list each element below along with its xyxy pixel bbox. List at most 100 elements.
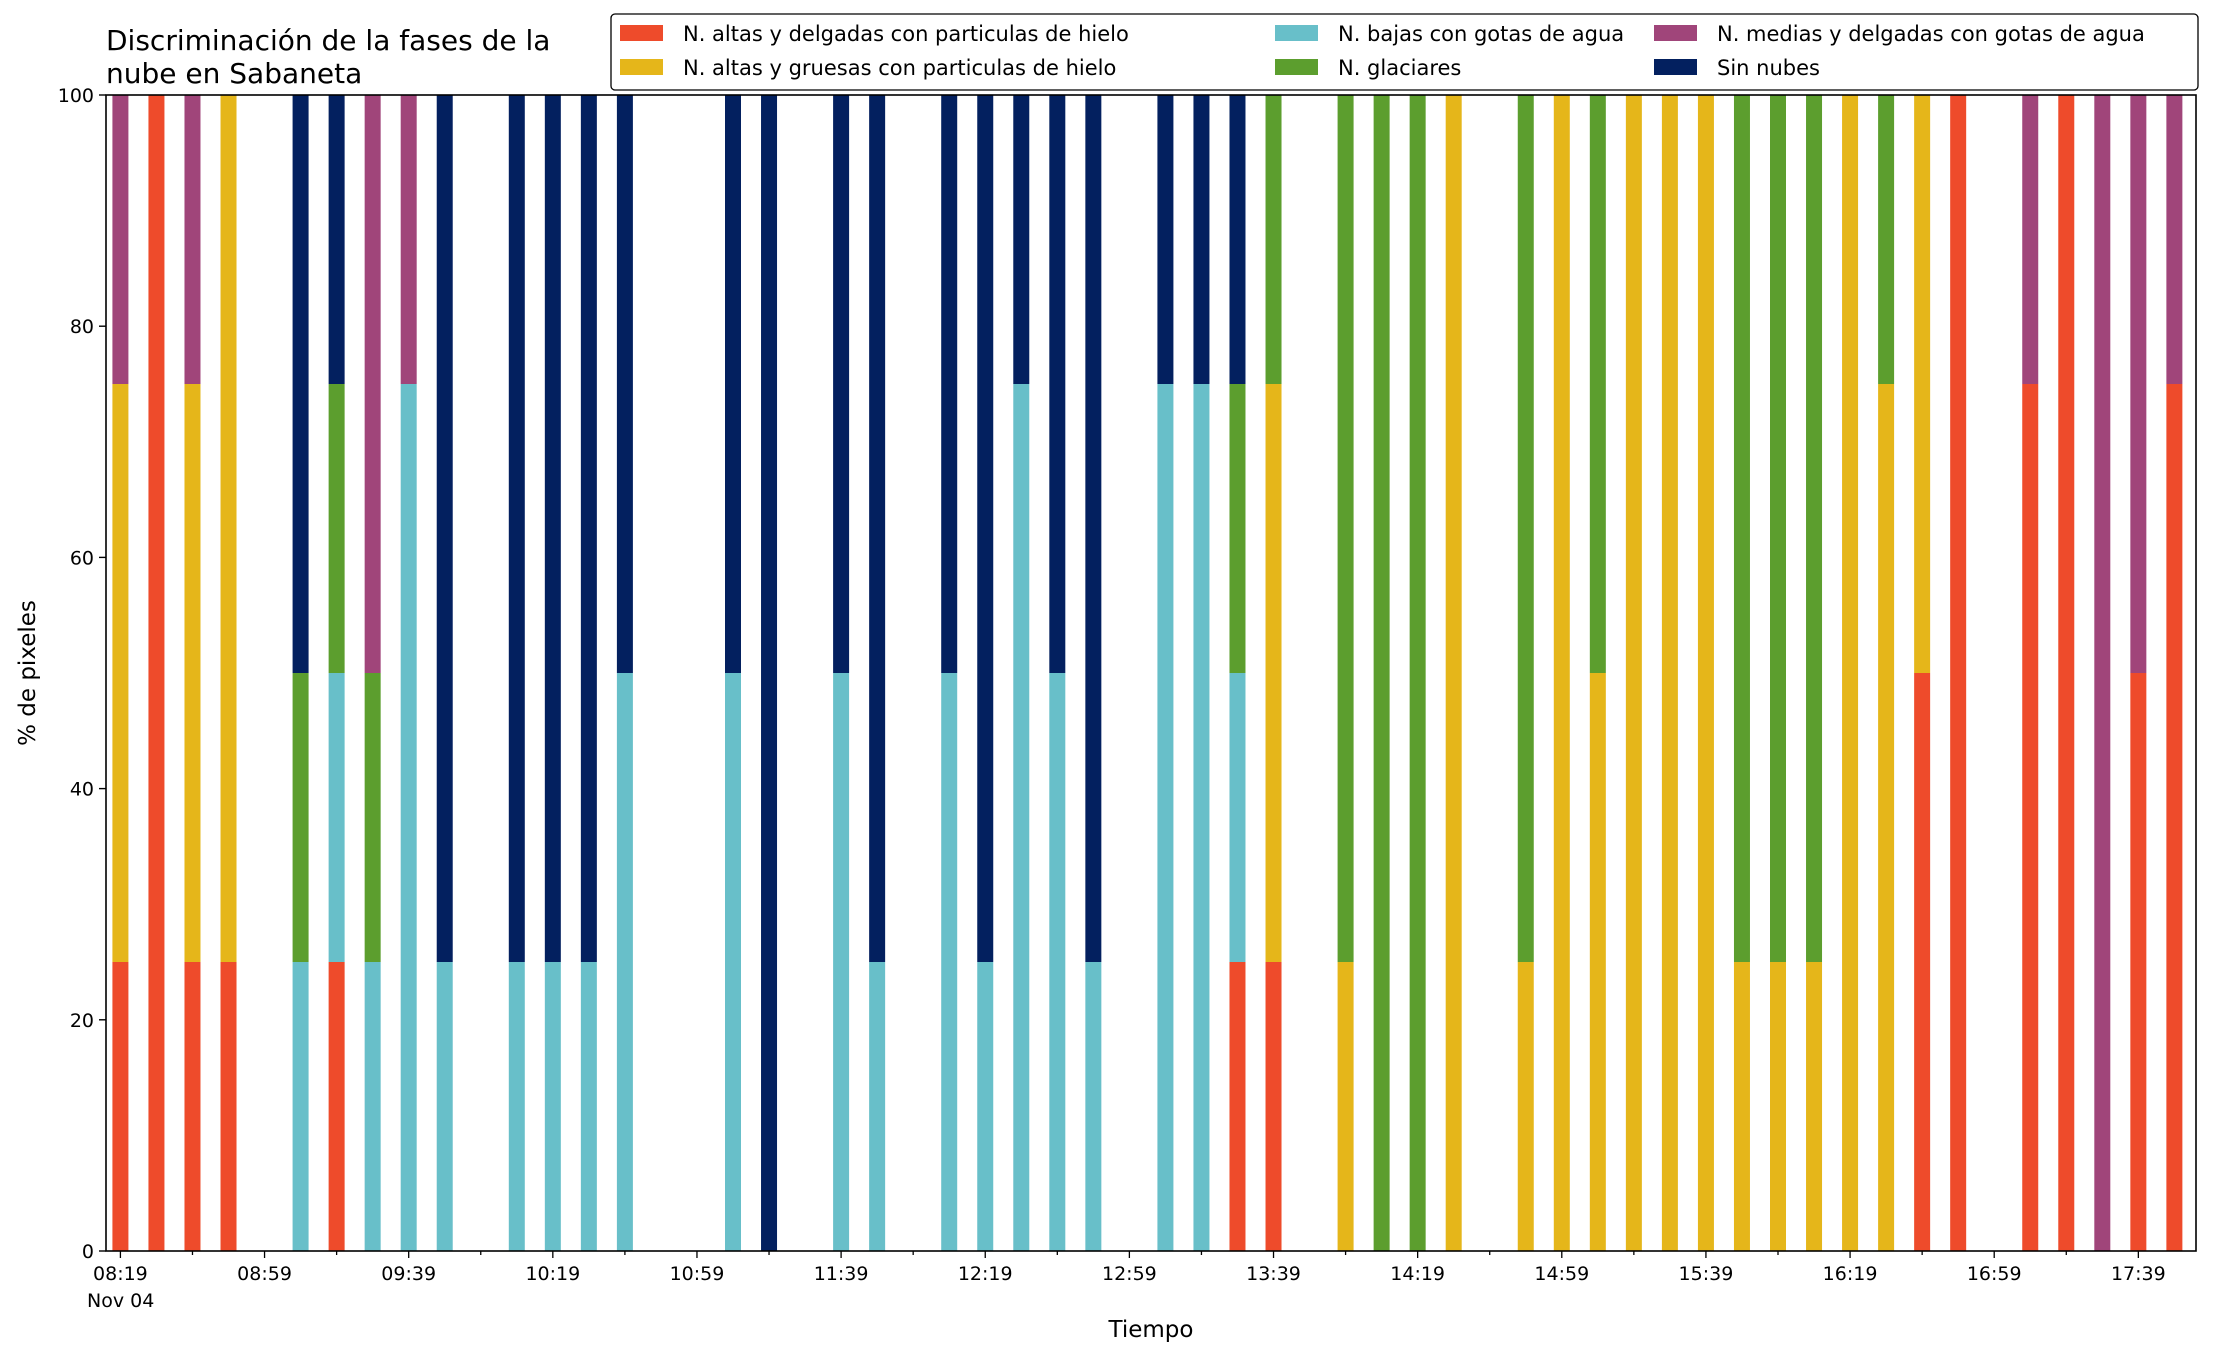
bar-segment-46-series-0	[2130, 673, 2147, 1251]
x-tick-label: 10:59	[670, 1263, 725, 1285]
bar-segment-25-series-1	[1265, 384, 1282, 962]
legend: N. altas y delgadas con particulas de hi…	[610, 13, 2199, 91]
legend-label: N. altas y delgadas con particulas de hi…	[683, 22, 1129, 46]
bar-segment-22-series-5	[1157, 95, 1174, 384]
x-tick-label: 16:59	[1967, 1263, 2022, 1285]
bar-segment-11-series-5	[580, 95, 597, 962]
bar-segment-5-series-2	[328, 673, 345, 962]
bar-segment-6-series-2	[364, 962, 381, 1251]
bar-segment-22-series-2	[1157, 384, 1174, 1251]
x-tick-label: 08:19	[93, 1263, 148, 1285]
bar-segment-13-series-5	[725, 95, 741, 673]
legend-frame	[610, 13, 2199, 91]
bar-segment-25-series-3	[1265, 95, 1282, 384]
bar-segment-29-series-1	[1445, 95, 1462, 1251]
x-axis-label: Tiempo	[1108, 1317, 1194, 1343]
bar-segment-33-series-1	[1625, 95, 1642, 1251]
legend-swatch	[620, 59, 663, 75]
bar-segment-6-series-3	[364, 673, 381, 962]
bar-segment-18-series-5	[977, 95, 994, 962]
bars-layer	[112, 95, 2183, 1251]
chart-title-line-1: Discriminación de la fases de la	[106, 24, 550, 57]
bar-segment-24-series-0	[1229, 962, 1246, 1251]
bar-segment-14-series-5	[761, 95, 778, 1251]
bar-segment-16-series-5	[869, 95, 886, 962]
legend-swatch	[1654, 59, 1697, 75]
bar-segment-11-series-2	[580, 962, 597, 1251]
chart-title: Discriminación de la fases de la nube en…	[106, 24, 550, 90]
y-tick-label: 100	[58, 85, 94, 107]
x-tick-label: 14:19	[1390, 1263, 1445, 1285]
bar-segment-20-series-2	[1049, 673, 1066, 1251]
legend-label: N. bajas con gotas de agua	[1338, 22, 1624, 46]
bar-segment-36-series-3	[1733, 95, 1750, 962]
x-tick-label: 09:39	[381, 1263, 436, 1285]
legend-label: N. medias y delgadas con gotas de agua	[1717, 22, 2145, 46]
bar-segment-23-series-2	[1193, 384, 1210, 1251]
bar-segment-39-series-1	[1842, 95, 1859, 1251]
bar-segment-38-series-3	[1806, 95, 1823, 962]
bar-segment-8-series-2	[436, 962, 453, 1251]
bar-segment-4-series-2	[292, 962, 309, 1251]
bar-segment-10-series-5	[544, 95, 561, 962]
bar-segment-32-series-3	[1589, 95, 1606, 673]
x-tick-label: 14:59	[1534, 1263, 1589, 1285]
bar-segment-43-series-4	[2022, 95, 2039, 384]
bar-segment-40-series-3	[1878, 95, 1895, 384]
bar-segment-13-series-2	[725, 673, 741, 1251]
y-tick-label: 80	[70, 316, 94, 338]
legend-swatch	[1275, 25, 1318, 41]
bar-segment-16-series-2	[869, 962, 886, 1251]
bar-segment-2-series-0	[184, 962, 201, 1251]
plot-frame	[105, 94, 2197, 1252]
x-tick-label: 12:19	[958, 1263, 1013, 1285]
legend-swatch	[1654, 25, 1697, 41]
bar-segment-5-series-5	[328, 95, 345, 384]
bar-segment-15-series-5	[833, 95, 850, 673]
y-axis: 0 20 40 60 80 100	[58, 85, 106, 1263]
x-tick-label: 17:39	[2111, 1263, 2166, 1285]
legend-label: N. altas y gruesas con particulas de hie…	[683, 56, 1116, 80]
bar-segment-46-series-4	[2130, 95, 2147, 673]
bar-segment-35-series-1	[1697, 95, 1714, 1251]
bar-segment-7-series-2	[400, 384, 417, 1251]
legend-label: Sin nubes	[1717, 56, 1820, 80]
x-tick-label: 11:39	[814, 1263, 869, 1285]
bar-segment-31-series-1	[1553, 95, 1570, 1251]
bar-segment-19-series-2	[1013, 384, 1030, 1251]
bar-segment-28-series-3	[1409, 95, 1426, 1251]
x-tick-label: 16:19	[1823, 1263, 1878, 1285]
bar-segment-0-series-0	[112, 962, 129, 1251]
bar-segment-26-series-3	[1337, 95, 1354, 962]
bar-segment-42-series-0	[1950, 95, 1967, 1251]
bar-segment-24-series-5	[1229, 95, 1246, 384]
bar-segment-36-series-1	[1733, 962, 1750, 1251]
bar-segment-24-series-3	[1229, 384, 1246, 673]
bar-segment-21-series-5	[1085, 95, 1102, 962]
bar-segment-26-series-1	[1337, 962, 1354, 1251]
y-tick-label: 20	[70, 1010, 94, 1032]
bar-segment-34-series-1	[1661, 95, 1678, 1251]
bar-segment-18-series-2	[977, 962, 994, 1251]
bar-segment-23-series-5	[1193, 95, 1210, 384]
y-tick-label: 0	[82, 1241, 94, 1263]
bar-segment-17-series-2	[941, 673, 958, 1251]
y-tick-label: 60	[70, 547, 94, 569]
bar-segment-40-series-1	[1878, 384, 1895, 1251]
chart-title-line-2: nube en Sabaneta	[106, 57, 362, 90]
bar-segment-38-series-1	[1806, 962, 1823, 1251]
bar-segment-15-series-2	[833, 673, 850, 1251]
bar-segment-9-series-5	[508, 95, 525, 962]
x-tick-label: 08:59	[237, 1263, 292, 1285]
bar-segment-30-series-1	[1517, 962, 1534, 1251]
bar-segment-45-series-4	[2094, 95, 2111, 1251]
bar-segment-41-series-0	[1914, 673, 1931, 1251]
bar-segment-5-series-3	[328, 384, 345, 673]
x-tick-label: 13:39	[1246, 1263, 1301, 1285]
legend-swatch	[620, 25, 663, 41]
bar-segment-6-series-4	[364, 95, 381, 673]
bar-segment-4-series-3	[292, 673, 309, 962]
x-tick-label: 12:59	[1102, 1263, 1157, 1285]
x-tick-label: 10:19	[525, 1263, 580, 1285]
